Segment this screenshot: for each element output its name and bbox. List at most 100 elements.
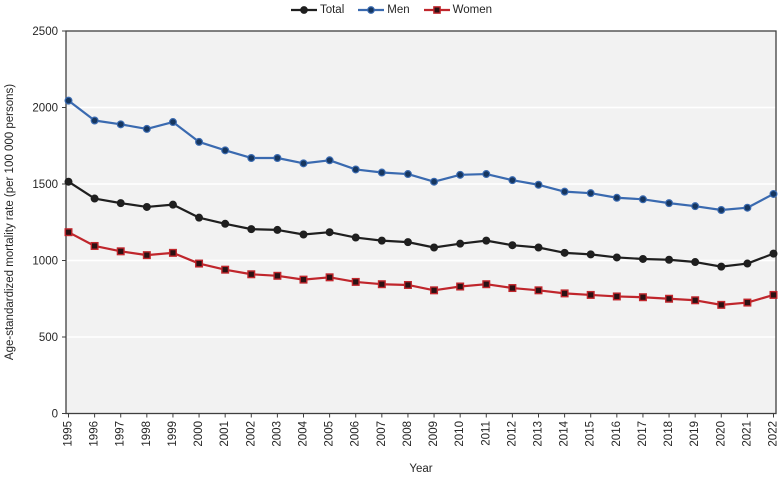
data-point [116, 120, 125, 129]
data-point [612, 253, 621, 262]
data-point [325, 156, 334, 165]
x-tick-label: 2013 [533, 421, 545, 447]
data-point [691, 258, 700, 267]
data-point [612, 292, 621, 301]
y-axis-title: Age-standardized mortality rate (per 100… [4, 83, 16, 361]
data-point [638, 254, 647, 263]
data-point [142, 202, 151, 211]
data-point [403, 170, 412, 179]
legend-marker-glyph [358, 6, 385, 14]
legend-marker-glyph [290, 6, 317, 14]
data-point [508, 284, 517, 293]
legend-label-women: Women [452, 4, 493, 16]
x-tick-label: 2014 [559, 420, 571, 446]
data-point [534, 286, 543, 295]
x-tick-label: 2003 [271, 421, 283, 447]
series-women [64, 228, 778, 309]
data-point [299, 159, 308, 168]
data-point [403, 238, 412, 247]
data-point [377, 236, 386, 245]
data-point [325, 228, 334, 237]
data-point [586, 290, 595, 299]
data-point [351, 277, 360, 286]
series-total [64, 177, 778, 271]
data-point [142, 124, 151, 133]
data-point [430, 177, 439, 186]
data-point [273, 271, 282, 280]
plot-area [66, 31, 776, 414]
data-point [638, 293, 647, 302]
data-point [351, 233, 360, 242]
data-point [560, 289, 569, 298]
data-point [90, 194, 99, 203]
legend-label-total: Total [319, 4, 345, 16]
data-point [221, 146, 230, 155]
data-point [377, 280, 386, 289]
data-point [534, 180, 543, 189]
data-point [769, 290, 778, 299]
x-tick-label: 1999 [167, 421, 179, 447]
y-tick-label: 2000 [32, 103, 58, 115]
data-point [64, 228, 73, 237]
data-point [665, 199, 674, 208]
data-point [367, 6, 376, 14]
data-point [717, 262, 726, 271]
y-tick-label: 1000 [32, 256, 58, 268]
legend-marker-women [423, 5, 450, 15]
x-tick-label: 2021 [741, 421, 753, 447]
x-tick-label: 2000 [193, 421, 205, 447]
data-point [691, 202, 700, 211]
data-point [195, 213, 204, 222]
data-point [665, 255, 674, 264]
x-tick-label: 2004 [298, 420, 310, 446]
data-point [142, 251, 151, 260]
data-point [508, 241, 517, 250]
legend-item-women: Women [423, 4, 493, 16]
data-point [560, 187, 569, 196]
data-point [299, 230, 308, 239]
data-point [717, 300, 726, 309]
data-point [743, 298, 752, 307]
x-tick-label: 2018 [663, 421, 675, 447]
data-point [769, 249, 778, 258]
x-tick-label: 2007 [376, 421, 388, 447]
x-tick-label: 2019 [689, 421, 701, 447]
data-point [90, 116, 99, 125]
x-tick-label: 1996 [89, 421, 101, 447]
data-point [247, 225, 256, 234]
chart-legend: Total Men Women [0, 1, 783, 19]
data-point [168, 248, 177, 257]
y-tick-label: 2500 [32, 26, 58, 38]
data-point [612, 193, 621, 202]
plot-border [65, 30, 777, 415]
data-point [769, 189, 778, 198]
data-point [717, 206, 726, 215]
y-tick-label: 1500 [32, 179, 58, 191]
data-point [299, 275, 308, 284]
data-point [64, 177, 73, 186]
data-point [273, 153, 282, 162]
data-point [195, 259, 204, 268]
x-tick-label: 2020 [715, 421, 727, 447]
legend-marker-total [290, 5, 317, 15]
data-point [456, 170, 465, 179]
x-tick-label: 2001 [219, 421, 231, 447]
data-point [247, 270, 256, 279]
data-point [456, 239, 465, 248]
data-point [168, 200, 177, 209]
series-line-total [67, 180, 774, 268]
x-tick-label: 2002 [245, 421, 257, 447]
x-tick-label: 2022 [768, 421, 780, 447]
data-point [377, 168, 386, 177]
data-point [586, 250, 595, 259]
data-point [273, 225, 282, 234]
y-tick-label: 0 [52, 409, 58, 421]
data-point [586, 189, 595, 198]
x-tick-label: 2010 [454, 421, 466, 447]
x-tick-label: 2017 [637, 421, 649, 447]
x-tick-label: 1997 [115, 421, 127, 447]
data-point [116, 199, 125, 208]
data-point [508, 176, 517, 185]
